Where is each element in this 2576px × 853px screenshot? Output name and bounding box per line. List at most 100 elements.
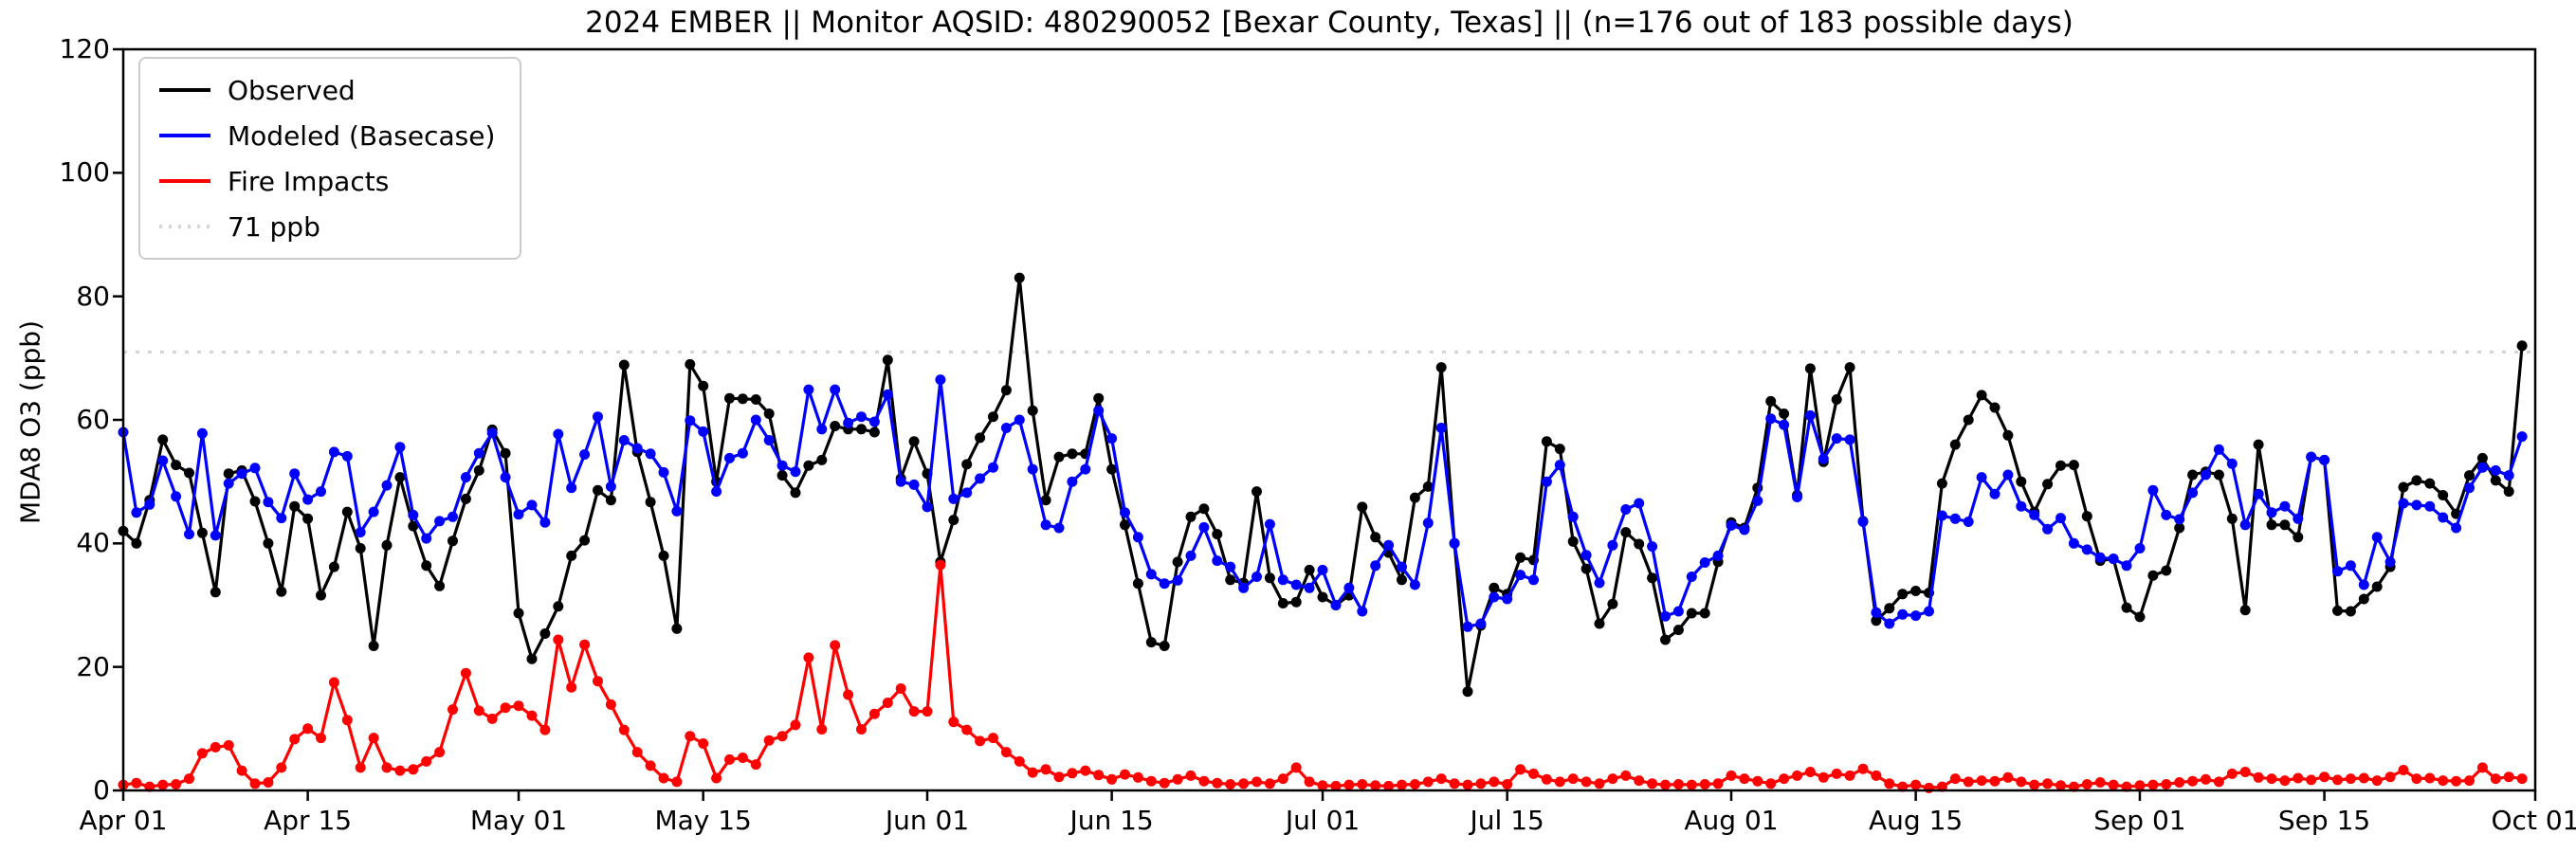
- data-point: [1106, 463, 1118, 475]
- data-point: [961, 487, 973, 499]
- data-point: [1067, 768, 1078, 779]
- data-point: [1541, 773, 1552, 785]
- data-point: [2134, 780, 2146, 791]
- data-point: [1304, 776, 1315, 788]
- data-point: [1844, 770, 1855, 781]
- data-point: [316, 733, 326, 744]
- data-point: [816, 724, 828, 735]
- data-point: [448, 511, 458, 522]
- data-point: [2503, 486, 2514, 498]
- data-point: [882, 354, 893, 366]
- data-point: [1251, 572, 1262, 582]
- data-point: [1185, 770, 1197, 781]
- data-point: [368, 733, 379, 744]
- data-point: [1304, 564, 1315, 575]
- data-point: [1238, 582, 1250, 593]
- data-point: [1120, 507, 1130, 518]
- data-point: [1502, 779, 1513, 789]
- data-point: [1541, 476, 1552, 487]
- data-point: [131, 507, 142, 518]
- x-tick-label-Jun-01: Jun 01: [885, 805, 970, 836]
- legend-item-0: Observed: [157, 72, 495, 108]
- data-point: [408, 764, 419, 775]
- data-point: [671, 505, 683, 517]
- data-point: [341, 715, 353, 726]
- data-point: [2451, 522, 2462, 534]
- data-point: [737, 393, 748, 405]
- data-point: [1660, 634, 1671, 645]
- data-point: [1120, 769, 1130, 780]
- data-point: [593, 411, 603, 423]
- data-point: [2108, 779, 2119, 790]
- data-point: [2002, 469, 2014, 481]
- data-point: [1251, 776, 1262, 788]
- data-point: [1634, 538, 1645, 550]
- data-point: [724, 452, 735, 463]
- data-point: [1620, 504, 1632, 515]
- legend-label: Modeled (Basecase): [228, 119, 496, 152]
- data-point: [263, 777, 274, 788]
- data-point: [2464, 470, 2475, 481]
- data-point: [1251, 486, 1262, 498]
- data-point: [816, 424, 828, 435]
- data-point: [935, 374, 946, 386]
- data-point: [1765, 395, 1777, 407]
- data-point: [2476, 452, 2488, 463]
- data-point: [1884, 618, 1895, 629]
- data-point: [1277, 773, 1288, 785]
- data-point: [486, 427, 498, 439]
- data-point: [763, 408, 775, 419]
- y-tick-label-100: 100: [59, 156, 110, 189]
- data-point: [1594, 577, 1605, 589]
- data-point: [579, 535, 591, 546]
- data-point: [1370, 780, 1381, 791]
- data-point: [2319, 771, 2330, 783]
- data-point: [1304, 582, 1315, 593]
- data-point: [1132, 578, 1143, 590]
- data-point: [763, 735, 775, 746]
- data-point: [1027, 405, 1038, 416]
- data-point: [1106, 773, 1118, 785]
- data-point: [223, 478, 234, 489]
- legend: Observed Modeled (Basecase) Fire Impacts 71…: [138, 57, 522, 260]
- data-point: [1620, 527, 1632, 538]
- data-point: [1712, 778, 1724, 789]
- data-point: [645, 448, 656, 460]
- data-point: [868, 426, 880, 438]
- data-point: [1949, 773, 1961, 785]
- data-point: [1198, 775, 1210, 787]
- data-point: [2134, 543, 2146, 554]
- data-point: [500, 472, 511, 483]
- data-point: [341, 450, 353, 462]
- legend-label: Fire Impacts: [228, 165, 390, 197]
- data-point: [2293, 772, 2304, 784]
- data-point: [1857, 763, 1869, 774]
- data-point: [302, 513, 314, 524]
- data-point: [473, 705, 484, 717]
- data-point: [2358, 593, 2369, 605]
- data-point: [2384, 771, 2396, 783]
- data-point: [1159, 777, 1170, 789]
- data-point: [2490, 475, 2501, 486]
- data-point: [2253, 439, 2264, 450]
- data-point: [131, 537, 142, 549]
- data-point: [658, 466, 669, 478]
- data-point: [210, 741, 221, 753]
- data-point: [2042, 523, 2054, 535]
- data-point: [1159, 578, 1170, 590]
- data-point: [1660, 610, 1671, 622]
- data-point: [605, 495, 616, 506]
- data-point: [2055, 513, 2066, 524]
- data-point: [1185, 550, 1197, 561]
- data-point: [1357, 501, 1368, 513]
- data-point: [830, 384, 841, 395]
- data-point: [671, 623, 683, 634]
- data-point: [1330, 600, 1342, 610]
- data-point: [1779, 419, 1790, 430]
- data-point: [2503, 771, 2514, 783]
- data-point: [566, 482, 577, 494]
- data-point: [460, 667, 471, 679]
- data-point: [513, 608, 524, 619]
- data-point: [1620, 770, 1632, 781]
- data-point: [579, 639, 591, 650]
